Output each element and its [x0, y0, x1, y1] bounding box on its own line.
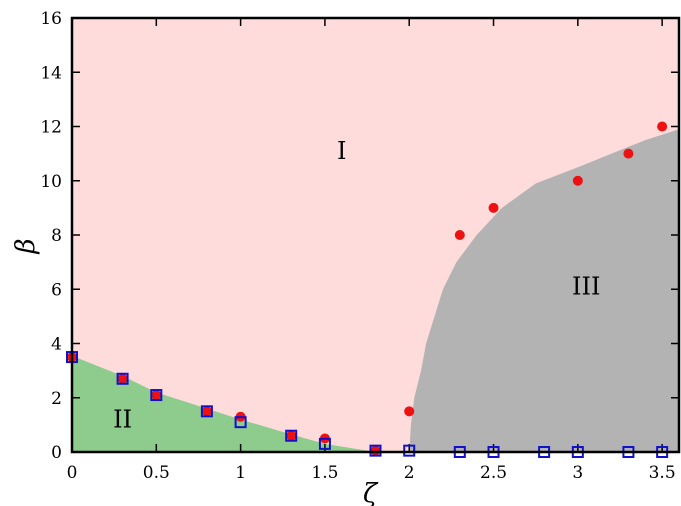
x-tick-label: 0 — [67, 463, 78, 483]
data-point-square — [403, 444, 416, 457]
data-point-circle — [488, 202, 499, 213]
y-tick-label: 8 — [51, 226, 62, 246]
data-point-circle — [657, 121, 668, 132]
y-tick-label: 16 — [40, 9, 62, 29]
data-point-circle — [370, 445, 381, 456]
x-tick-label: 0.5 — [143, 463, 170, 483]
data-point-circle — [201, 406, 212, 417]
data-point-square — [116, 372, 129, 385]
x-tick-label: 2 — [404, 463, 415, 483]
x-tick-label: 1 — [235, 463, 246, 483]
y-tick-label: 6 — [51, 280, 62, 300]
data-point-circle — [151, 390, 162, 401]
plot-frame — [70, 16, 681, 454]
data-point-square — [318, 437, 331, 450]
data-point-square — [200, 405, 213, 418]
x-tick-label: 1.5 — [311, 463, 338, 483]
data-point-circle — [117, 373, 128, 384]
data-point-square — [150, 389, 163, 402]
y-tick-label: 4 — [51, 335, 62, 355]
data-point-circle — [286, 430, 297, 441]
region-label-III: III — [572, 273, 600, 301]
x-tick-label: 3.5 — [649, 463, 676, 483]
region-II-area — [72, 355, 376, 452]
data-point-circle — [404, 406, 415, 417]
data-point-square — [234, 416, 247, 429]
data-point-circle — [454, 230, 465, 240]
y-tick-label: 10 — [40, 172, 62, 192]
x-axis-label: ζ — [363, 479, 379, 506]
y-tick-label: 2 — [51, 389, 62, 409]
region-label-II: II — [113, 406, 132, 434]
x-tick-label: 2.5 — [480, 463, 507, 483]
data-point-square — [285, 429, 298, 442]
data-point-circle — [572, 175, 583, 186]
region-III-area — [409, 129, 679, 452]
data-point-circle — [623, 148, 634, 159]
y-tick-label: 0 — [51, 443, 62, 463]
region-label-I: I — [337, 137, 346, 165]
y-tick-label: 14 — [40, 63, 62, 83]
y-axis-label: β — [11, 238, 41, 254]
x-tick-label: 3 — [572, 463, 583, 483]
data-point-square — [369, 444, 382, 457]
y-tick-label: 12 — [40, 118, 62, 138]
